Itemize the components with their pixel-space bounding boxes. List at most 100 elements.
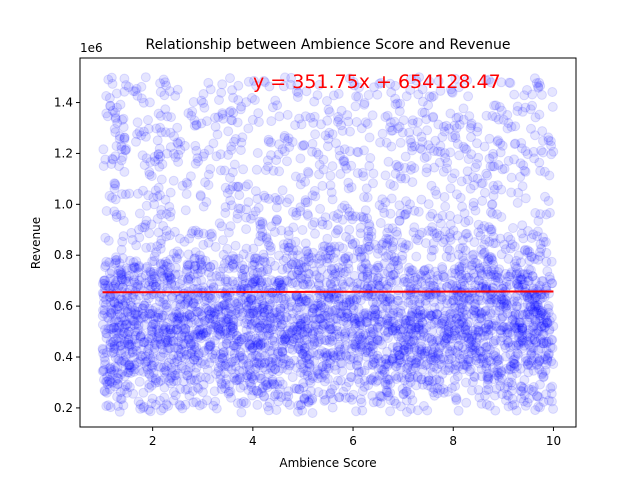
scatter-point bbox=[284, 335, 295, 346]
scatter-point bbox=[154, 161, 165, 172]
scatter-point bbox=[494, 302, 505, 313]
scatter-point bbox=[277, 144, 288, 155]
scatter-point bbox=[138, 366, 149, 377]
scatter-point bbox=[419, 107, 430, 118]
scatter-point bbox=[405, 403, 416, 414]
scatter-point bbox=[161, 80, 172, 91]
scatter-point bbox=[396, 173, 407, 184]
scatter-point bbox=[527, 325, 538, 336]
scatter-point bbox=[390, 398, 401, 409]
scatter-point bbox=[409, 163, 420, 174]
scatter-point bbox=[117, 253, 128, 264]
scatter-point bbox=[502, 389, 512, 400]
scatter-point bbox=[238, 380, 249, 391]
scatter-point bbox=[168, 175, 179, 186]
scatter-point bbox=[161, 327, 172, 338]
scatter-point bbox=[297, 405, 308, 416]
scatter-point bbox=[307, 303, 318, 314]
scatter-point bbox=[392, 320, 403, 331]
scatter-point bbox=[253, 117, 264, 127]
scatter-point bbox=[139, 222, 150, 233]
scatter-point bbox=[134, 262, 144, 273]
scatter-point bbox=[220, 361, 231, 372]
scatter-point bbox=[488, 151, 498, 162]
scatter-point bbox=[368, 272, 378, 283]
scatter-point bbox=[135, 399, 146, 410]
scatter-point bbox=[411, 330, 422, 341]
scatter-point bbox=[309, 96, 320, 107]
scatter-point bbox=[101, 333, 112, 343]
scatter-point bbox=[299, 329, 309, 340]
scatter-point bbox=[270, 276, 280, 287]
scatter-point bbox=[538, 147, 549, 158]
scatter-point bbox=[290, 236, 301, 247]
scatter-point bbox=[109, 178, 120, 189]
scatter-point bbox=[333, 114, 344, 125]
scatter-point bbox=[276, 329, 287, 340]
scatter-point bbox=[115, 99, 126, 110]
scatter-point bbox=[125, 362, 136, 373]
scatter-point bbox=[322, 96, 332, 106]
scatter-point bbox=[255, 339, 266, 350]
scatter-point bbox=[507, 239, 518, 250]
scatter-point bbox=[156, 174, 167, 185]
scatter-point bbox=[116, 357, 127, 367]
scatter-point bbox=[184, 259, 195, 270]
scatter-point bbox=[385, 208, 396, 219]
scatter-point bbox=[453, 405, 464, 416]
scatter-point bbox=[104, 268, 115, 279]
scatter-point bbox=[120, 316, 131, 326]
scatter-point bbox=[499, 239, 510, 250]
scatter-point bbox=[392, 358, 403, 369]
scatter-point bbox=[440, 153, 451, 163]
scatter-point bbox=[146, 360, 157, 371]
scatter-point bbox=[314, 258, 325, 269]
scatter-point bbox=[360, 117, 371, 128]
scatter-point bbox=[112, 275, 123, 286]
scatter-point bbox=[322, 253, 332, 264]
scatter-point bbox=[220, 288, 231, 299]
scatter-point bbox=[506, 172, 517, 183]
scatter-point bbox=[277, 185, 288, 196]
scatter-point bbox=[339, 200, 350, 211]
scatter-point bbox=[209, 353, 220, 364]
scatter-point bbox=[543, 395, 554, 406]
scatter-point bbox=[482, 379, 493, 390]
scatter-point bbox=[272, 195, 283, 206]
scatter-point bbox=[130, 294, 141, 305]
scatter-point bbox=[223, 314, 234, 325]
scatter-point bbox=[313, 373, 324, 384]
scatter-point bbox=[360, 205, 371, 216]
scatter-point bbox=[114, 161, 124, 172]
scatter-point bbox=[107, 78, 118, 89]
scatter-point bbox=[343, 177, 354, 188]
scatter-point bbox=[458, 114, 469, 125]
scatter-point bbox=[193, 383, 204, 394]
scatter-point bbox=[292, 269, 303, 280]
scatter-point bbox=[488, 180, 499, 191]
scatter-point bbox=[322, 233, 333, 244]
scatter-point bbox=[372, 335, 383, 346]
scatter-point bbox=[189, 341, 200, 352]
scatter-point bbox=[426, 319, 437, 330]
scatter-point bbox=[143, 115, 153, 125]
scatter-point bbox=[457, 307, 468, 318]
scatter-point bbox=[199, 359, 210, 370]
scatter-point bbox=[215, 149, 226, 160]
scatter-point bbox=[99, 278, 110, 289]
scatter-point bbox=[517, 325, 528, 336]
scatter-point bbox=[452, 214, 463, 225]
scatter-point bbox=[450, 268, 461, 279]
scatter-point bbox=[444, 358, 454, 369]
scatter-point bbox=[187, 106, 198, 117]
scatter-point bbox=[362, 213, 373, 224]
scatter-point bbox=[307, 220, 318, 230]
scatter-point bbox=[161, 337, 172, 348]
scatter-point bbox=[417, 227, 428, 238]
scatter-point bbox=[353, 147, 364, 158]
scatter-point bbox=[468, 197, 479, 208]
scatter-point bbox=[158, 310, 169, 321]
scatter-point bbox=[294, 297, 305, 308]
scatter-point bbox=[180, 399, 191, 410]
scatter-point bbox=[333, 224, 344, 235]
